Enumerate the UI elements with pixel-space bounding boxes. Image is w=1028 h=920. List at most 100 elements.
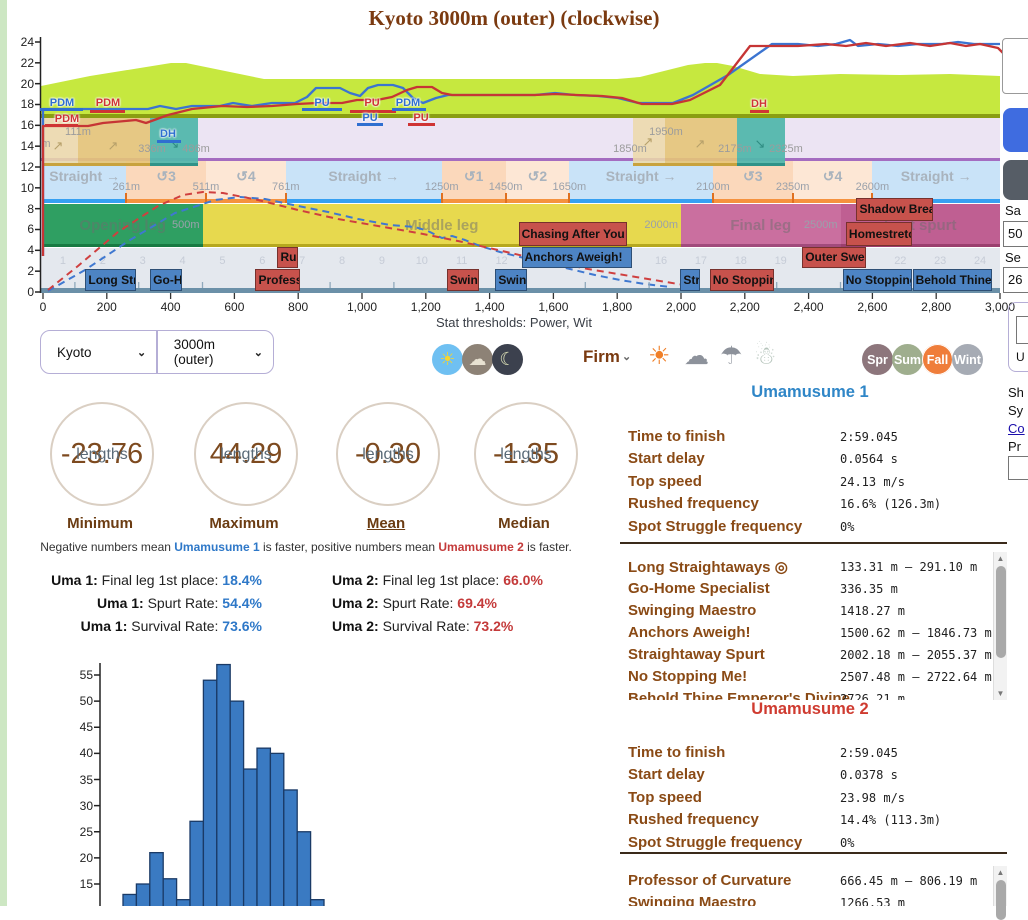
- scrollbar-thumb[interactable]: [995, 880, 1006, 920]
- skill-position-list: Long Straightaways ◎ 133.31 m – 291.10 m G…: [620, 552, 992, 700]
- histogram-bar: [135, 883, 151, 906]
- stat-value: 2:59.045: [840, 430, 898, 444]
- phase-dark-edge: [840, 244, 1000, 247]
- skill-activation-underline: [90, 110, 125, 113]
- co-link-cut[interactable]: Co: [1008, 421, 1025, 436]
- uma-name-highlight: Umamusume 2: [438, 540, 524, 554]
- summary-circle-unit: lengths: [362, 446, 414, 463]
- distance-select[interactable]: 3000m (outer) ⌄: [158, 331, 273, 373]
- x-axis-tick-label: 400: [160, 300, 181, 314]
- uma2-hp-line: [47, 191, 701, 291]
- uphill-zone: [633, 118, 666, 166]
- histogram-bar: [269, 752, 285, 906]
- skill-list-scrollbar[interactable]: ▲ ▼: [993, 552, 1007, 700]
- course-segment: [285, 161, 442, 199]
- cloudy-icon[interactable]: ☁: [684, 342, 709, 370]
- samples-label-cut: Sa: [1005, 203, 1021, 218]
- section-number: 6: [259, 255, 266, 267]
- skill-activation-marker-pdm: PDM: [49, 97, 75, 109]
- season-button-sum[interactable]: Sum: [892, 344, 923, 375]
- x-axis-tick-label: 1,800: [602, 300, 633, 314]
- y-axis-tick-label: 0: [27, 285, 34, 299]
- evening-icon[interactable]: ☁: [462, 344, 493, 375]
- chart-skill-box: Rushed: [277, 247, 299, 268]
- histogram-y-tick-label: 25: [79, 824, 93, 839]
- summary-circle-median: -1.35 lengths: [474, 402, 578, 506]
- uma-panel-header: Umamusume 2: [751, 700, 869, 718]
- season-button-wint[interactable]: Wint: [952, 344, 983, 375]
- course-segment-strip: [285, 199, 442, 203]
- y-axis-tick-label: 16: [20, 118, 34, 133]
- primary-button-cut[interactable]: [1003, 108, 1028, 152]
- section-number: 4: [179, 255, 186, 267]
- segment-boundary-tick: [568, 193, 571, 203]
- skill-list-scrollbar[interactable]: ▲: [993, 866, 1007, 920]
- seed-input[interactable]: 26: [1003, 267, 1028, 293]
- chart-skill-box: Homestretch Haste: [845, 222, 913, 246]
- day-icon[interactable]: ☀: [432, 344, 463, 375]
- samples-input[interactable]: 50: [1003, 221, 1028, 247]
- rainy-icon[interactable]: ☂: [720, 342, 743, 370]
- skill-activation-marker-dh: DH: [160, 128, 176, 140]
- seed-label-cut: Se: [1005, 250, 1021, 265]
- histogram-y-tick-label: 50: [79, 694, 93, 709]
- phase-dark-edge: [681, 244, 841, 247]
- skill-activation-marker-pu: PU: [362, 112, 378, 124]
- season-button-fall[interactable]: Fall: [922, 344, 953, 375]
- histogram-y-tick-label: 40: [79, 746, 93, 761]
- y-axis-tick-label: 10: [20, 180, 34, 195]
- section-number: 1: [59, 255, 66, 267]
- histogram-bar: [256, 747, 272, 906]
- section-number: 17: [694, 255, 708, 267]
- histogram-bar: [296, 831, 312, 906]
- skill-range-value: 1500.62 m – 1846.73 m: [840, 626, 992, 640]
- y-axis-tick-label: 8: [27, 201, 34, 216]
- histogram-bar: [175, 899, 191, 906]
- segment-label: Straight →: [49, 168, 121, 184]
- skill-range-value: 2726.21 m: [840, 692, 906, 700]
- segment-label: ↺2: [527, 168, 548, 184]
- skill-activation-underline: [40, 108, 83, 111]
- scroll-down-icon[interactable]: ▼: [996, 689, 1005, 698]
- chart-skill-box: Chasing After You: [518, 222, 627, 246]
- stat-value: 2:59.045: [840, 746, 898, 760]
- pr-input[interactable]: [1008, 456, 1028, 480]
- chart-skill-box: Outer Swell: [802, 247, 867, 268]
- section-number: 3: [139, 255, 146, 267]
- downhill-zone: [736, 118, 785, 166]
- scroll-up-icon[interactable]: ▲: [996, 868, 1005, 877]
- fieldset-cut: [1008, 302, 1028, 372]
- track-select-value: Kyoto: [57, 344, 92, 360]
- sunny-icon[interactable]: ☀: [648, 342, 671, 370]
- season-button-spr[interactable]: Spr: [862, 344, 893, 375]
- ground-condition-select[interactable]: Firm: [583, 347, 620, 366]
- uphill-arrow-icon: ↗: [52, 138, 64, 153]
- downhill-arrow-icon: ↘: [754, 136, 766, 151]
- x-axis-tick-label: 2,200: [729, 300, 760, 314]
- page-left-strip: [0, 0, 7, 906]
- night-icon[interactable]: ☾: [492, 344, 523, 375]
- skill-range-value: 133.31 m – 291.10 m: [840, 560, 978, 574]
- summary-circle-unit: lengths: [76, 446, 128, 463]
- option-input[interactable]: [1016, 316, 1028, 344]
- skill-activation-underline: [357, 123, 383, 126]
- course-segment: [792, 161, 873, 199]
- summary-circle-value: -0.30: [354, 437, 422, 470]
- histogram-y-tick-label: 45: [79, 720, 93, 735]
- scroll-up-icon[interactable]: ▲: [996, 554, 1005, 563]
- select-divider: [156, 331, 158, 373]
- track-select[interactable]: Kyoto ⌄: [41, 331, 156, 373]
- scrollbar-thumb[interactable]: [995, 566, 1006, 658]
- course-segment-strip: [505, 199, 570, 203]
- y-axis-tick-label: 4: [27, 243, 34, 258]
- snowy-icon[interactable]: ☃: [754, 342, 777, 370]
- summary-circle-maximum: 44.29 lengths: [194, 402, 298, 506]
- stat-value: 0%: [840, 835, 855, 850]
- chart-skill-box: Go-Home Specialist: [150, 269, 183, 291]
- histogram-bar: [149, 851, 164, 906]
- section-number: 11: [455, 255, 468, 267]
- secondary-button-cut[interactable]: [1003, 160, 1028, 200]
- skill-name: Long Straightaways ◎: [628, 559, 788, 576]
- course-segment: [712, 161, 793, 199]
- x-axis-tick-label: 2,600: [857, 300, 888, 314]
